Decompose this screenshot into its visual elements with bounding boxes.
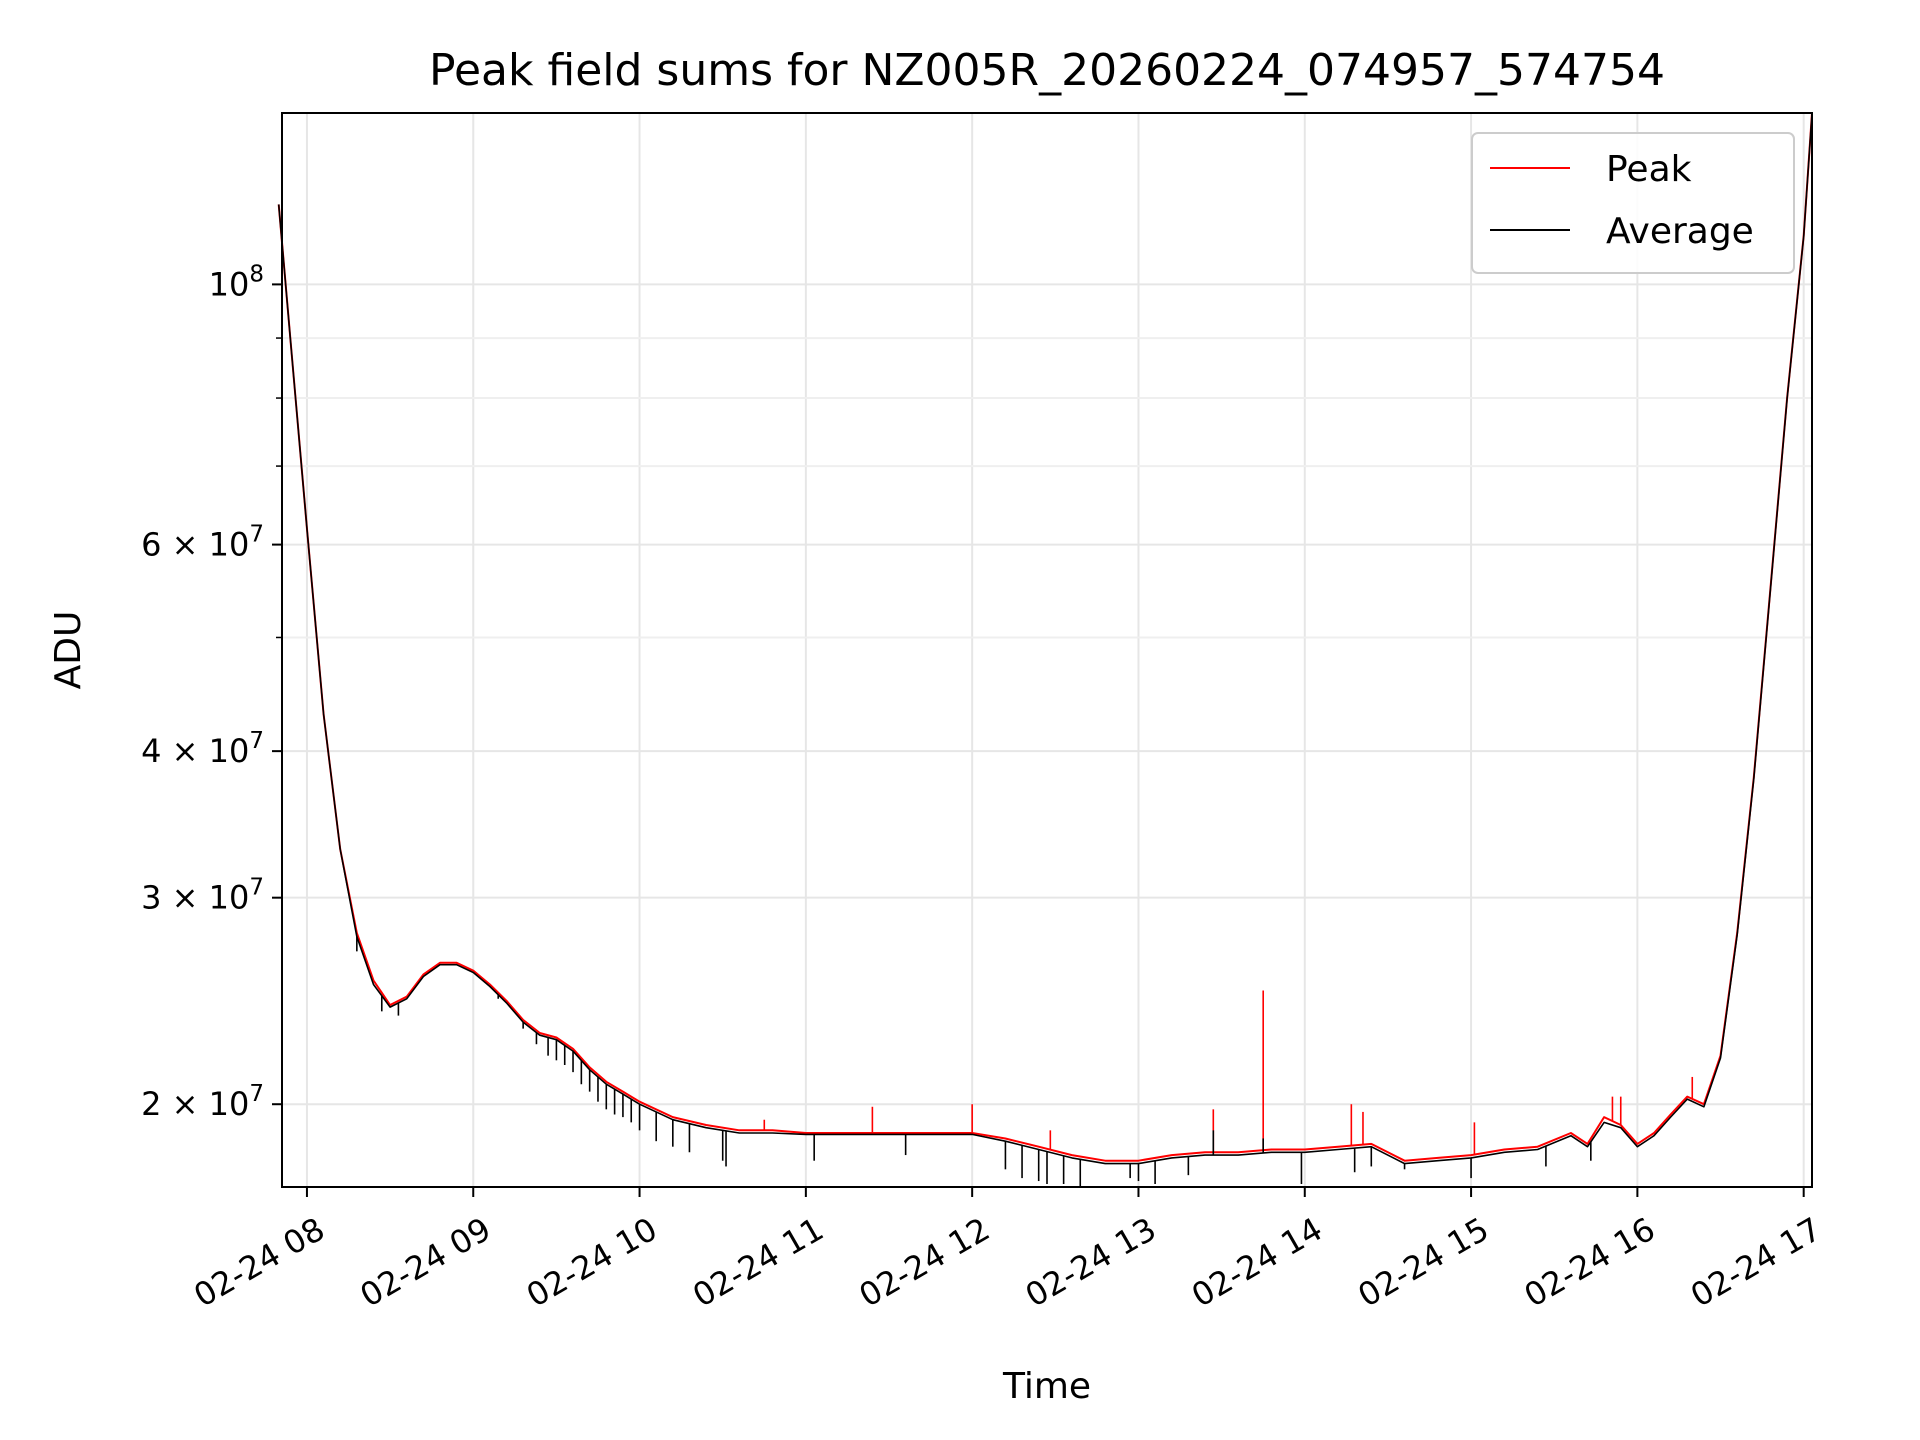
- series-line-average: [277, 113, 1813, 1165]
- y-tick-label: 108: [209, 261, 264, 303]
- legend-average-label: Average: [1606, 211, 1754, 252]
- chart-title: Peak field sums for NZ005R_20260224_0749…: [429, 45, 1665, 96]
- plot-area: [277, 112, 1813, 1187]
- grid: [282, 113, 1812, 1187]
- y-tick-label: 2 × 107: [141, 1081, 264, 1123]
- y-axis: 2 × 107 3 × 107 4 × 107 6 × 107 108: [141, 261, 282, 1123]
- y-tick-label: 6 × 107: [141, 522, 264, 564]
- y-tick-label: 4 × 107: [141, 728, 264, 770]
- series-line-peak: [277, 112, 1813, 1162]
- plot-frame: [281, 112, 1813, 1188]
- legend-peak-label: Peak: [1606, 149, 1692, 190]
- y-tick-label: 3 × 107: [141, 875, 264, 917]
- y-axis-label: ADU: [48, 611, 89, 690]
- x-axis-label: Time: [1002, 1366, 1091, 1407]
- legend: Peak Average: [1471, 132, 1795, 274]
